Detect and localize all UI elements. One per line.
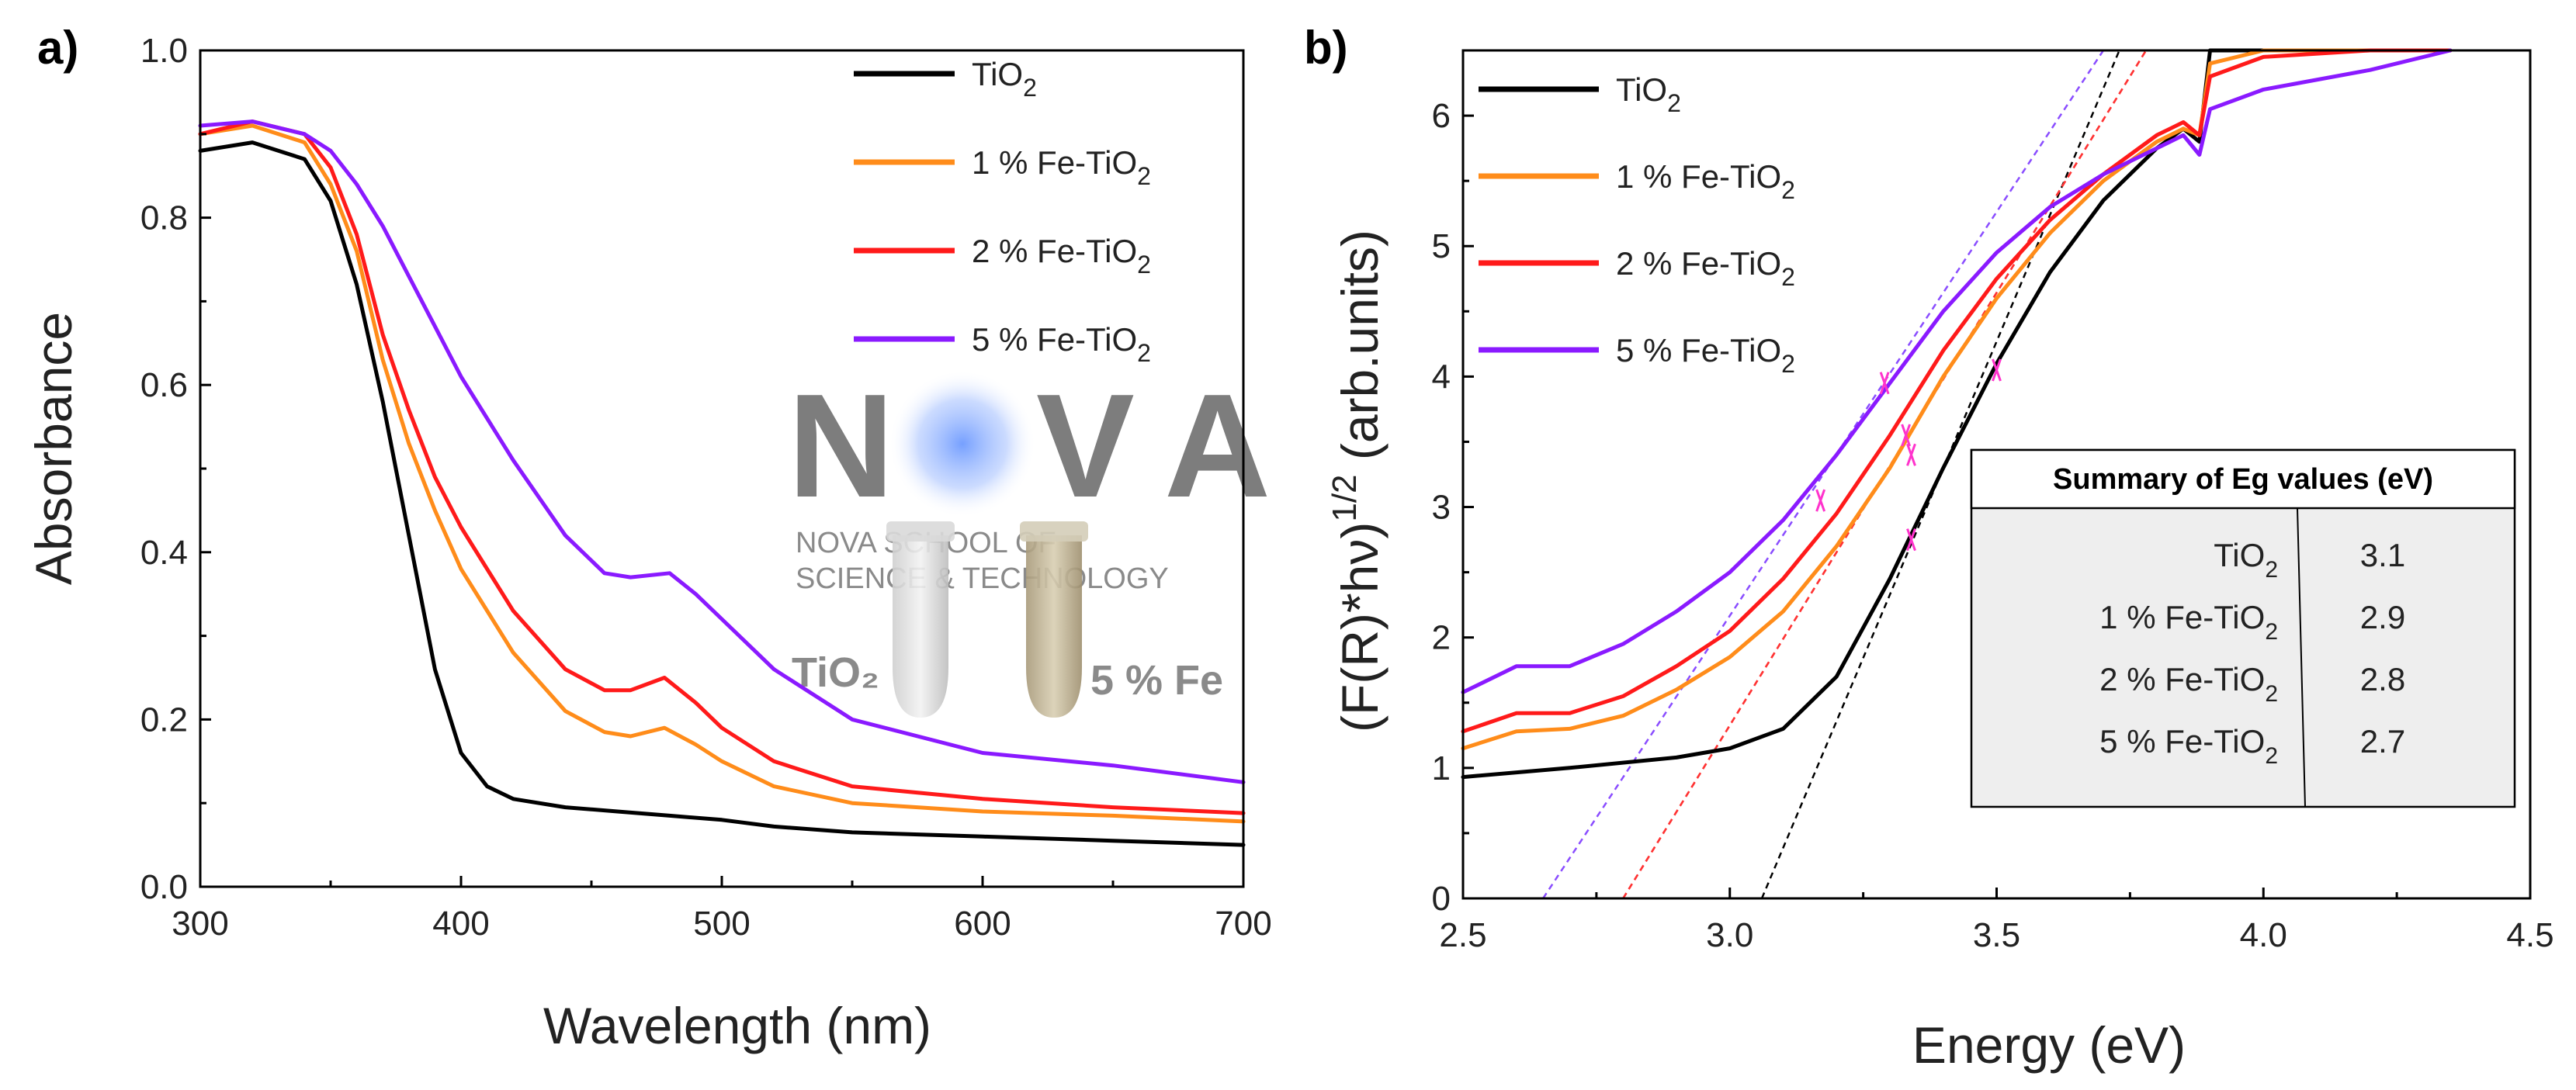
table-eg-value: 3.1	[2360, 537, 2405, 573]
table-frame	[1970, 448, 2516, 808]
fit-point-marker	[1906, 443, 1916, 466]
legend-label: TiO2	[972, 56, 1037, 102]
legend-label: 5 % Fe-TiO2	[972, 321, 1151, 367]
watermark-letter-v: V	[1036, 364, 1138, 528]
table-title: Summary of Eg values (eV)	[2053, 463, 2433, 496]
x-tick-label: 4.5	[2506, 916, 2553, 954]
table-rows: TiO2 3.1 1 % Fe-TiO2 2.9 2 % Fe-TiO2 2.8 5 % F…	[2099, 537, 2405, 769]
fit-point-marker	[1879, 372, 1890, 395]
y-tick-label: 0.2	[140, 701, 188, 739]
x-tick-label: 500	[693, 905, 750, 943]
y-tick-label: 1.0	[140, 32, 188, 70]
legend-label: 2 % Fe-TiO2	[1616, 245, 1795, 291]
series-line-2	[198, 119, 1246, 815]
table-column-divider	[2297, 507, 2306, 808]
plot-b-fit-markers	[1815, 358, 2002, 552]
series-line-3	[1461, 48, 2453, 694]
x-tick-label: 400	[432, 905, 489, 943]
plot-b-ylabel: (F(R)*hν)1/2 (arb.units)	[1326, 230, 1389, 732]
x-tick-label: 3.0	[1706, 916, 1753, 954]
x-tick-label: 3.5	[1973, 916, 2020, 954]
vial-tio2-image	[893, 535, 948, 718]
table-sample-name: 1 % Fe-TiO2	[2099, 599, 2278, 645]
legend-label: 1 % Fe-TiO2	[1616, 158, 1795, 204]
vial-fe-cap	[1020, 521, 1088, 542]
y-tick-label: 0.8	[140, 199, 188, 237]
y-tick-label: 5	[1432, 227, 1451, 265]
eg-summary-table: Summary of Eg values (eV) TiO2 3.1 1 % Fe-…	[1970, 448, 2516, 808]
y-tick-label: 3	[1432, 489, 1451, 527]
y-tick-label: 0	[1432, 880, 1451, 918]
x-tick-label: 300	[172, 905, 228, 943]
legend-label: TiO2	[1616, 71, 1681, 117]
table-header-cell	[1970, 448, 2516, 510]
vial-fe-label: 5 % Fe	[1090, 657, 1223, 704]
table-eg-value: 2.9	[2360, 599, 2405, 635]
plot-a-legend: TiO2 1 % Fe-TiO2 2 % Fe-TiO2 5 % Fe-TiO2	[854, 56, 1151, 367]
plot-b-ylabel-main: (F(R)*hν)	[1331, 522, 1389, 732]
table-sample-name: 2 % Fe-TiO2	[2099, 661, 2278, 707]
watermark-blue-dot	[889, 370, 1036, 517]
table-eg-value: 2.8	[2360, 661, 2405, 697]
plot-a-ylabel: Absorbance	[25, 312, 82, 585]
series-line-1	[1461, 48, 2453, 751]
x-tick-label: 600	[954, 905, 1011, 943]
fit-point-marker	[1901, 424, 1912, 447]
plot-a-xlabel: Wavelength (nm)	[543, 997, 931, 1054]
legend-label: 1 % Fe-TiO2	[972, 144, 1151, 190]
fit-point-marker	[1906, 528, 1916, 552]
plot-a-axes: 300 400 500 600 700 0.0 0.2 0.4 0.6 0.8 1.0	[140, 32, 1272, 943]
y-tick-label: 2	[1432, 619, 1451, 657]
plot-a-series	[198, 119, 1246, 847]
panel-a-label: a)	[37, 22, 78, 74]
x-tick-label: 700	[1215, 905, 1271, 943]
series-line-0	[198, 140, 1246, 847]
vial-fe-image	[1026, 535, 1082, 718]
plot-b-ylabel-sup: 1/2	[1326, 474, 1364, 521]
plot-b-ylabel-units: (arb.units)	[1331, 230, 1389, 474]
table-sample-name: TiO2	[2214, 537, 2278, 583]
table-sample-name: 5 % Fe-TiO2	[2099, 723, 2278, 769]
fit-point-marker	[1992, 358, 2002, 382]
plot-b-xlabel: Energy (eV)	[1912, 1016, 2186, 1074]
y-tick-label: 1	[1432, 749, 1451, 787]
y-tick-label: 0.0	[140, 868, 188, 906]
plot-b-legend: TiO2 1 % Fe-TiO2 2 % Fe-TiO2 5 % Fe-TiO2	[1479, 71, 1795, 378]
watermark-letter-n: N	[788, 364, 897, 528]
legend-label: 2 % Fe-TiO2	[972, 233, 1151, 279]
panel-b-label: b)	[1304, 22, 1348, 74]
table-eg-value: 2.7	[2360, 723, 2405, 760]
x-tick-label: 2.5	[1439, 916, 1486, 954]
watermark-school-line2: SCIENCE & TECHNOLOGY	[796, 562, 1169, 595]
panel-b: b) 2.5 3.0 3.5 4.0 4.5 0 1 2 3 4 5 6 TiO2 1 % Fe-TiO…	[1304, 22, 2554, 1074]
fit-point-marker	[1815, 489, 1826, 512]
series-line-2	[1461, 48, 2453, 734]
tauc-fit-line	[1622, 50, 2148, 899]
x-tick-label: 4.0	[2240, 916, 2287, 954]
panel-a: a) N	[25, 22, 1274, 1054]
nova-watermark: N V A NOVA SCHOOL OF SCIENCE & TECHNOLOG…	[788, 364, 1274, 718]
series-line-1	[198, 123, 1246, 824]
y-tick-label: 4	[1432, 358, 1451, 396]
vial-tio2-cap	[886, 521, 955, 542]
y-tick-label: 0.6	[140, 366, 188, 404]
watermark-letter-a: A	[1164, 364, 1274, 528]
y-tick-label: 0.4	[140, 534, 188, 572]
series-line-3	[198, 119, 1246, 784]
plot-b-axes: 2.5 3.0 3.5 4.0 4.5 0 1 2 3 4 5 6	[1432, 49, 2554, 954]
legend-label: 5 % Fe-TiO2	[1616, 332, 1795, 378]
y-tick-label: 6	[1432, 97, 1451, 135]
